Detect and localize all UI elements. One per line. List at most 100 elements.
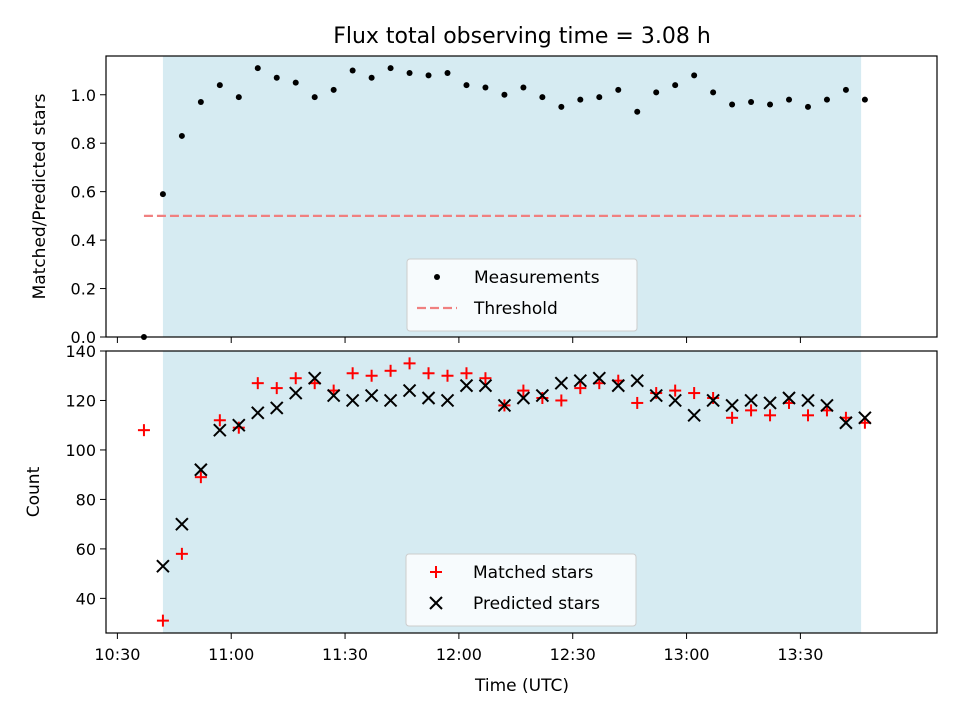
matched-stars-point [175,547,188,560]
matched-stars-point [574,382,587,395]
predicted-stars-point [630,373,644,388]
legend-box [406,258,638,332]
predicted-stars-point [194,463,208,477]
predicted-stars-point [364,388,379,403]
matched-stars-point [555,394,568,407]
measurements-point [406,69,413,76]
legend-entry-label: Matched stars [473,563,593,583]
measurements-point [501,91,508,98]
predicted-stars-point [573,373,588,388]
x-tick-label: 11:00 [208,645,254,664]
matched-stars-point [346,367,359,380]
x-tick-label: 12:00 [436,645,482,664]
predicted-stars-point [744,393,758,408]
measurements-point [273,74,280,81]
predicted-stars-point [156,559,170,573]
bottom-y-axis-label: Count [24,466,44,517]
top-y-tick-label: 0.8 [71,134,96,153]
bottom-panel-counts: 40 60 80 100 120 140 10:30 11:00 11:30 12:00 12:30… [24,342,938,664]
measurements-point [425,72,432,79]
matched-stars-point [232,421,245,434]
measurements-point [387,65,394,72]
predicted-stars-point [270,401,284,415]
measurements-point [861,96,868,103]
measurements-point [349,67,356,74]
matched-stars-point [460,367,473,380]
x-tick-label: 13:30 [777,645,823,664]
top-y-tick-label: 0.0 [71,328,96,347]
measurements-point [767,101,774,108]
measurements-point [672,82,679,89]
matched-stars-point [384,364,397,377]
top-legend: Measurements Threshold [406,258,638,332]
legend-entry-label: Predicted stars [473,594,600,614]
predicted-stars-point [478,378,493,393]
measurements-point [786,96,793,103]
measurements-point [292,79,299,86]
measurements-point [254,65,261,72]
matched-stars-point [403,357,416,370]
predicted-stars-point [820,398,834,413]
measurements-point [577,96,584,103]
matched-stars-point [745,404,758,417]
measurements-point [691,72,698,79]
measurements-point [520,84,527,91]
matched-stars-point [441,369,454,382]
matched-stars-point [631,396,644,409]
predicted-stars-point [326,388,341,403]
measurements-point [159,191,166,198]
predicted-stars-point [459,378,474,393]
predicted-stars-point [687,408,701,423]
measurements-point [482,84,489,91]
measurements-point [311,94,318,101]
predicted-stars-point [801,393,815,408]
measurements-point [444,69,451,76]
predicted-stars-point [232,418,246,432]
predicted-stars-point [421,391,436,405]
matched-stars-point [156,614,169,627]
predicted-stars-point [535,388,550,403]
predicted-stars-point [668,393,682,408]
matched-stars-point [213,414,226,427]
measurements-point [842,86,849,93]
matched-stars-point [801,409,814,422]
matched-stars-point [536,392,549,404]
predicted-stars-point [402,383,417,398]
predicted-stars-point [497,398,512,413]
top-axes-frame [105,55,938,338]
top-y-axis-label: Matched/Predicted stars [30,93,50,299]
predicted-stars-point [649,388,663,403]
measurements-point [823,96,830,103]
measurements-point [615,86,622,93]
bottom-y-tick-label: 140 [65,342,96,361]
measurements-point [330,86,337,93]
predicted-stars-point [289,386,303,400]
measurements-point [653,89,660,96]
measurements-point [539,94,546,101]
measurements-point [178,132,185,139]
measurements-point [216,82,223,89]
measurements-point [197,99,204,106]
x-tick-label: 13:00 [664,645,710,664]
measurements-point [558,103,565,110]
matched-stars-point [707,392,720,404]
matched-stars-point [422,367,435,380]
predicted-stars-point [592,371,606,385]
matched-stars-point [289,372,302,385]
measurements-point [368,74,375,81]
x-tick-label: 11:30 [322,645,368,664]
predicted-stars-point [345,393,360,408]
matched-stars-point [688,387,701,400]
measurements-point [710,89,717,96]
predicted-stars-point [213,423,227,437]
legend-box [405,553,637,627]
predicted-stars-point [725,398,739,413]
matched-stars-point [365,369,378,382]
top-y-tick-label: 1.0 [71,86,96,105]
measurements-point [634,108,641,115]
predicted-stars-point [858,411,872,425]
measurements-point [596,94,603,101]
measurements-point [748,99,755,106]
bottom-axes-frame [105,350,938,634]
